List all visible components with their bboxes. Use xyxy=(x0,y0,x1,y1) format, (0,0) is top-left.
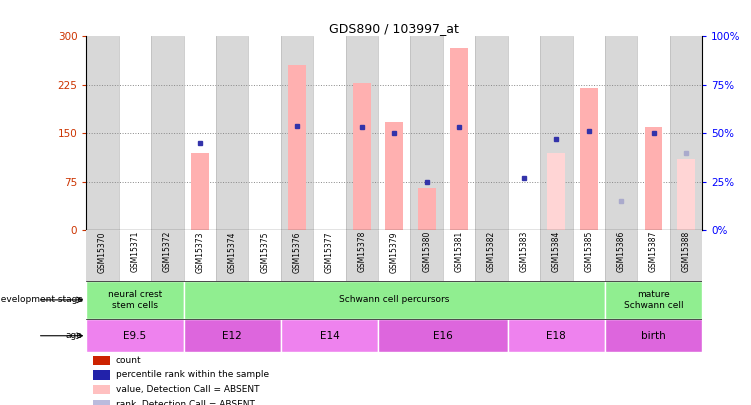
Text: GSM15370: GSM15370 xyxy=(98,231,107,273)
Bar xyxy=(92,385,110,394)
Bar xyxy=(92,356,110,365)
Bar xyxy=(378,230,411,281)
Bar xyxy=(605,281,702,319)
Bar xyxy=(281,230,313,281)
Bar xyxy=(86,36,119,230)
Bar xyxy=(670,36,702,230)
Bar xyxy=(638,230,670,281)
Bar xyxy=(183,230,216,281)
Bar xyxy=(411,36,443,230)
Bar xyxy=(288,66,306,230)
Bar xyxy=(475,36,508,230)
Bar xyxy=(119,36,151,230)
Text: GSM15382: GSM15382 xyxy=(487,231,496,272)
Bar xyxy=(443,36,475,230)
Text: Schwann cell percursors: Schwann cell percursors xyxy=(339,295,449,305)
Bar xyxy=(378,319,508,352)
Text: GSM15375: GSM15375 xyxy=(260,231,269,273)
Text: E9.5: E9.5 xyxy=(123,331,146,341)
Bar xyxy=(638,36,670,230)
Bar xyxy=(183,319,281,352)
Bar xyxy=(572,36,605,230)
Text: mature
Schwann cell: mature Schwann cell xyxy=(624,290,683,309)
Bar xyxy=(151,230,183,281)
Text: GSM15386: GSM15386 xyxy=(617,231,626,273)
Text: GSM15381: GSM15381 xyxy=(454,231,463,272)
Text: GSM15372: GSM15372 xyxy=(163,231,172,273)
Text: percentile rank within the sample: percentile rank within the sample xyxy=(116,371,269,379)
Text: birth: birth xyxy=(641,331,666,341)
Bar xyxy=(378,36,411,230)
Text: GSM15388: GSM15388 xyxy=(681,231,690,272)
Bar xyxy=(313,36,345,230)
Text: GSM15387: GSM15387 xyxy=(649,231,658,273)
Text: GSM15384: GSM15384 xyxy=(552,231,561,273)
Text: GSM15383: GSM15383 xyxy=(520,231,529,273)
Bar xyxy=(345,230,378,281)
Bar xyxy=(605,319,702,352)
Text: E12: E12 xyxy=(222,331,242,341)
Bar xyxy=(580,88,598,230)
Bar xyxy=(353,83,371,230)
Bar xyxy=(249,230,281,281)
Bar xyxy=(86,281,183,319)
Bar xyxy=(183,281,605,319)
Bar xyxy=(119,230,151,281)
Bar xyxy=(313,230,345,281)
Text: GSM15380: GSM15380 xyxy=(422,231,431,273)
Bar xyxy=(385,122,403,230)
Bar xyxy=(92,400,110,405)
Bar xyxy=(644,127,662,230)
Bar xyxy=(540,36,572,230)
Text: E16: E16 xyxy=(433,331,453,341)
Bar xyxy=(151,36,183,230)
Bar xyxy=(281,36,313,230)
Bar xyxy=(605,230,638,281)
Bar xyxy=(418,188,436,230)
Bar xyxy=(572,230,605,281)
Bar xyxy=(191,153,209,230)
Text: GSM15378: GSM15378 xyxy=(357,231,366,273)
Text: GSM15377: GSM15377 xyxy=(325,231,334,273)
Bar xyxy=(216,230,249,281)
Text: E18: E18 xyxy=(547,331,566,341)
Bar xyxy=(281,319,378,352)
Bar xyxy=(670,230,702,281)
Text: development stage: development stage xyxy=(0,295,83,305)
Text: GSM15385: GSM15385 xyxy=(584,231,593,273)
Text: rank, Detection Call = ABSENT: rank, Detection Call = ABSENT xyxy=(116,400,255,405)
Text: GSM15379: GSM15379 xyxy=(390,231,399,273)
Bar xyxy=(216,36,249,230)
Bar xyxy=(443,230,475,281)
Bar xyxy=(249,36,281,230)
Bar xyxy=(605,36,638,230)
Text: age: age xyxy=(66,331,83,340)
Bar xyxy=(547,153,566,230)
Bar xyxy=(508,319,605,352)
Bar xyxy=(540,230,572,281)
Text: count: count xyxy=(116,356,141,365)
Text: E14: E14 xyxy=(320,331,339,341)
Text: value, Detection Call = ABSENT: value, Detection Call = ABSENT xyxy=(116,385,259,394)
Bar xyxy=(411,230,443,281)
Bar xyxy=(508,36,540,230)
Title: GDS890 / 103997_at: GDS890 / 103997_at xyxy=(330,22,459,35)
Bar xyxy=(508,230,540,281)
Text: GSM15373: GSM15373 xyxy=(195,231,204,273)
Bar xyxy=(183,36,216,230)
Text: neural crest
stem cells: neural crest stem cells xyxy=(108,290,162,309)
Text: GSM15374: GSM15374 xyxy=(228,231,237,273)
Bar xyxy=(92,370,110,380)
Bar xyxy=(86,230,119,281)
Bar xyxy=(475,230,508,281)
Bar xyxy=(677,159,695,230)
Bar xyxy=(345,36,378,230)
Bar xyxy=(86,319,183,352)
Bar xyxy=(450,48,468,230)
Text: GSM15376: GSM15376 xyxy=(293,231,302,273)
Text: GSM15371: GSM15371 xyxy=(131,231,140,273)
